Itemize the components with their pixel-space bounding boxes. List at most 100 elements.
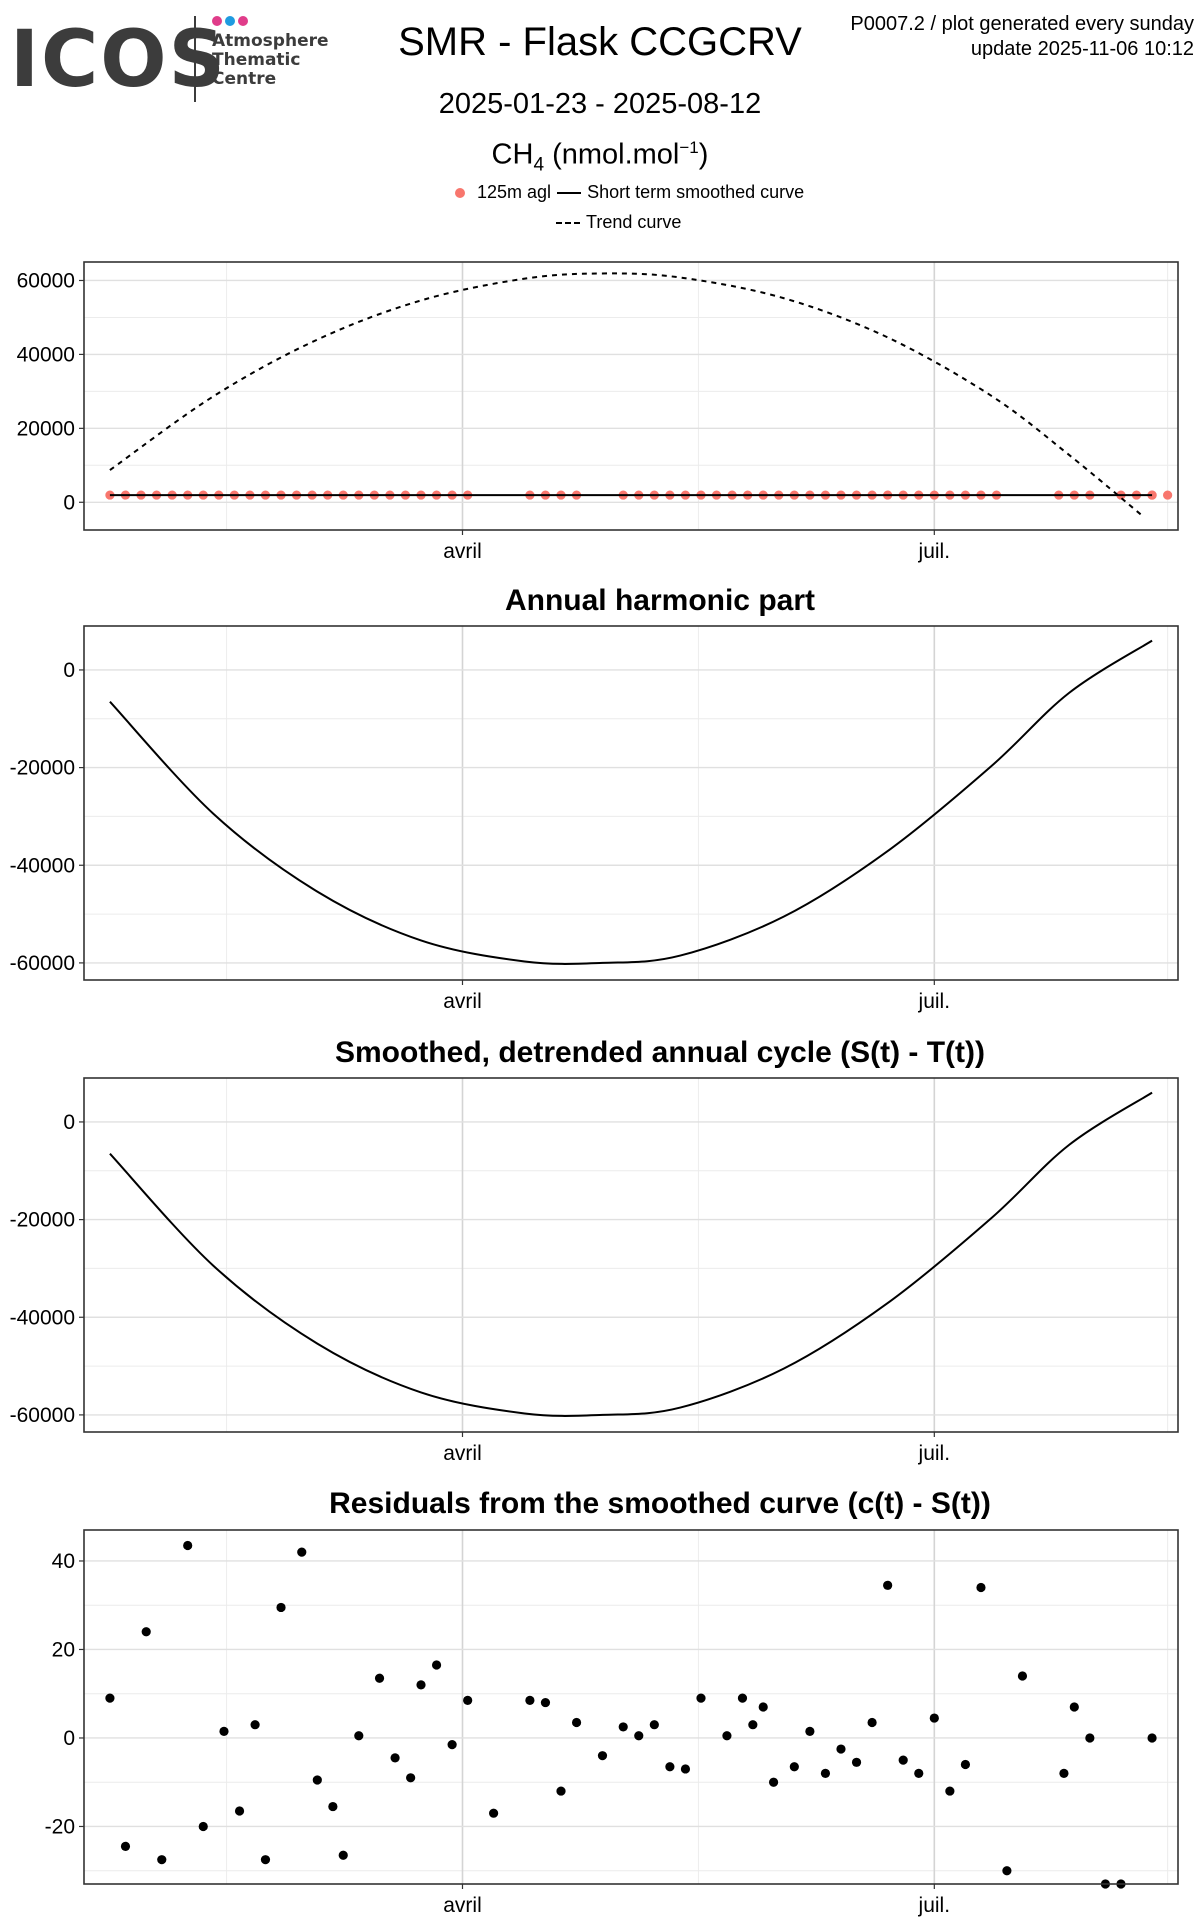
data-point bbox=[1017, 1671, 1028, 1681]
data-point bbox=[219, 1726, 229, 1736]
plot-panel-border bbox=[83, 1529, 1179, 1885]
species-unit-sup: −1 bbox=[679, 138, 699, 157]
data-point bbox=[976, 1582, 986, 1593]
header: ICOS Atmosphere Thematic Centre SMR - Fl… bbox=[0, 0, 1200, 240]
data-point bbox=[540, 1697, 551, 1708]
data-point bbox=[416, 1680, 426, 1690]
page-title: SMR - Flask CCGCRV bbox=[398, 20, 802, 64]
data-point bbox=[406, 1773, 416, 1783]
plot-panel-background bbox=[84, 262, 1178, 530]
y-tick-label: 20000 bbox=[17, 417, 75, 440]
data-point bbox=[789, 1762, 799, 1772]
legend-smoothed-label: Short term smoothed curve bbox=[587, 182, 805, 202]
logo-line-centre: Centre bbox=[212, 69, 277, 89]
y-tick-label: -60000 bbox=[10, 952, 75, 975]
legend-solid-line-icon bbox=[557, 191, 582, 194]
data-point bbox=[867, 1717, 877, 1728]
legend-point-icon bbox=[455, 187, 465, 198]
y-tick-label: -40000 bbox=[10, 1306, 75, 1329]
x-tick-label: juil. bbox=[918, 540, 951, 563]
panel-title-residuals: Residuals from the smoothed curve (c(t) … bbox=[329, 1487, 991, 1520]
data-point bbox=[1085, 1733, 1095, 1743]
logo-text: Atmosphere Thematic Centre bbox=[212, 32, 329, 89]
series-line bbox=[109, 639, 1153, 965]
data-point bbox=[338, 1850, 348, 1860]
y-tick-label: -20000 bbox=[10, 1209, 75, 1232]
data-point bbox=[556, 1786, 566, 1796]
data-point bbox=[680, 1764, 691, 1774]
y-tick-label: -20 bbox=[45, 1815, 75, 1838]
data-point bbox=[768, 1777, 779, 1787]
y-tick-label: -60000 bbox=[10, 1404, 75, 1427]
data-point bbox=[447, 1740, 457, 1750]
data-point bbox=[525, 1695, 535, 1705]
logo-dots-icon bbox=[212, 16, 256, 28]
data-point bbox=[836, 1744, 846, 1754]
update-text: update 2025-11-06 10:12 bbox=[970, 38, 1194, 60]
plot-id-text: P0007.2 / plot generated every sunday bbox=[850, 13, 1194, 35]
data-point bbox=[120, 1841, 131, 1851]
data-point bbox=[431, 1660, 442, 1670]
x-tick-label: avril bbox=[443, 990, 482, 1013]
trend-curve-line bbox=[109, 272, 1143, 516]
y-tick-label: 0 bbox=[63, 1727, 75, 1750]
data-point bbox=[1002, 1866, 1012, 1876]
y-tick-label: 0 bbox=[63, 491, 75, 514]
data-point bbox=[649, 1720, 659, 1730]
data-point bbox=[758, 1702, 768, 1712]
data-point bbox=[1147, 1733, 1157, 1743]
plot-panel-background bbox=[84, 1078, 1178, 1432]
legend-trend-label: Trend curve bbox=[586, 212, 682, 232]
logo-divider bbox=[194, 16, 196, 102]
data-point bbox=[945, 1786, 955, 1796]
species-sub: 4 bbox=[533, 154, 545, 176]
data-point bbox=[634, 1731, 644, 1741]
date-range: 2025-01-23 - 2025-08-12 bbox=[438, 88, 762, 120]
legend-row-2: Trend curve bbox=[556, 212, 681, 233]
legend-point-label: 125m agl bbox=[477, 182, 552, 202]
data-point bbox=[914, 1768, 924, 1778]
y-tick-label: -40000 bbox=[10, 854, 75, 877]
plot-meta: P0007.2 / plot generated every sunday up… bbox=[850, 12, 1194, 62]
y-tick-label: -20000 bbox=[10, 757, 75, 780]
data-point bbox=[297, 1547, 307, 1557]
data-point bbox=[851, 1757, 862, 1767]
plot-panel-background bbox=[84, 1530, 1178, 1884]
data-point bbox=[354, 1731, 364, 1741]
x-tick-label: juil. bbox=[918, 1442, 951, 1465]
species-base: CH bbox=[491, 138, 534, 171]
data-point bbox=[696, 1693, 706, 1703]
data-point bbox=[312, 1775, 322, 1785]
data-point bbox=[250, 1720, 260, 1730]
data-point bbox=[883, 1580, 893, 1590]
plot-panel-border bbox=[83, 1077, 1179, 1433]
x-tick-label: avril bbox=[443, 1442, 482, 1465]
logo-line-thematic: Thematic bbox=[212, 50, 301, 70]
data-point bbox=[665, 1762, 675, 1772]
data-point bbox=[820, 1768, 831, 1778]
data-point bbox=[929, 1713, 939, 1723]
data-point bbox=[722, 1731, 732, 1741]
data-point bbox=[898, 1755, 908, 1765]
logo-line-atmosphere: Atmosphere bbox=[212, 31, 329, 51]
data-point bbox=[328, 1801, 338, 1812]
series-line bbox=[109, 1091, 1153, 1417]
data-point bbox=[618, 1722, 628, 1732]
data-point bbox=[737, 1693, 748, 1703]
plot-panel-border bbox=[83, 625, 1179, 981]
y-tick-label: 40000 bbox=[17, 343, 75, 366]
data-point bbox=[234, 1806, 245, 1816]
legend-row-1: 125m agl Short term smoothed curve bbox=[455, 182, 804, 203]
data-point bbox=[463, 1695, 473, 1705]
data-point bbox=[597, 1751, 608, 1761]
x-tick-label: juil. bbox=[918, 1894, 951, 1917]
species-label: CH4 (nmol.mol−1) bbox=[360, 138, 840, 176]
plot-panel-background bbox=[84, 626, 1178, 980]
species-unit-close: ) bbox=[698, 138, 709, 171]
data-point bbox=[571, 1717, 582, 1728]
species-unit-open: (nmol.mol bbox=[544, 138, 680, 171]
